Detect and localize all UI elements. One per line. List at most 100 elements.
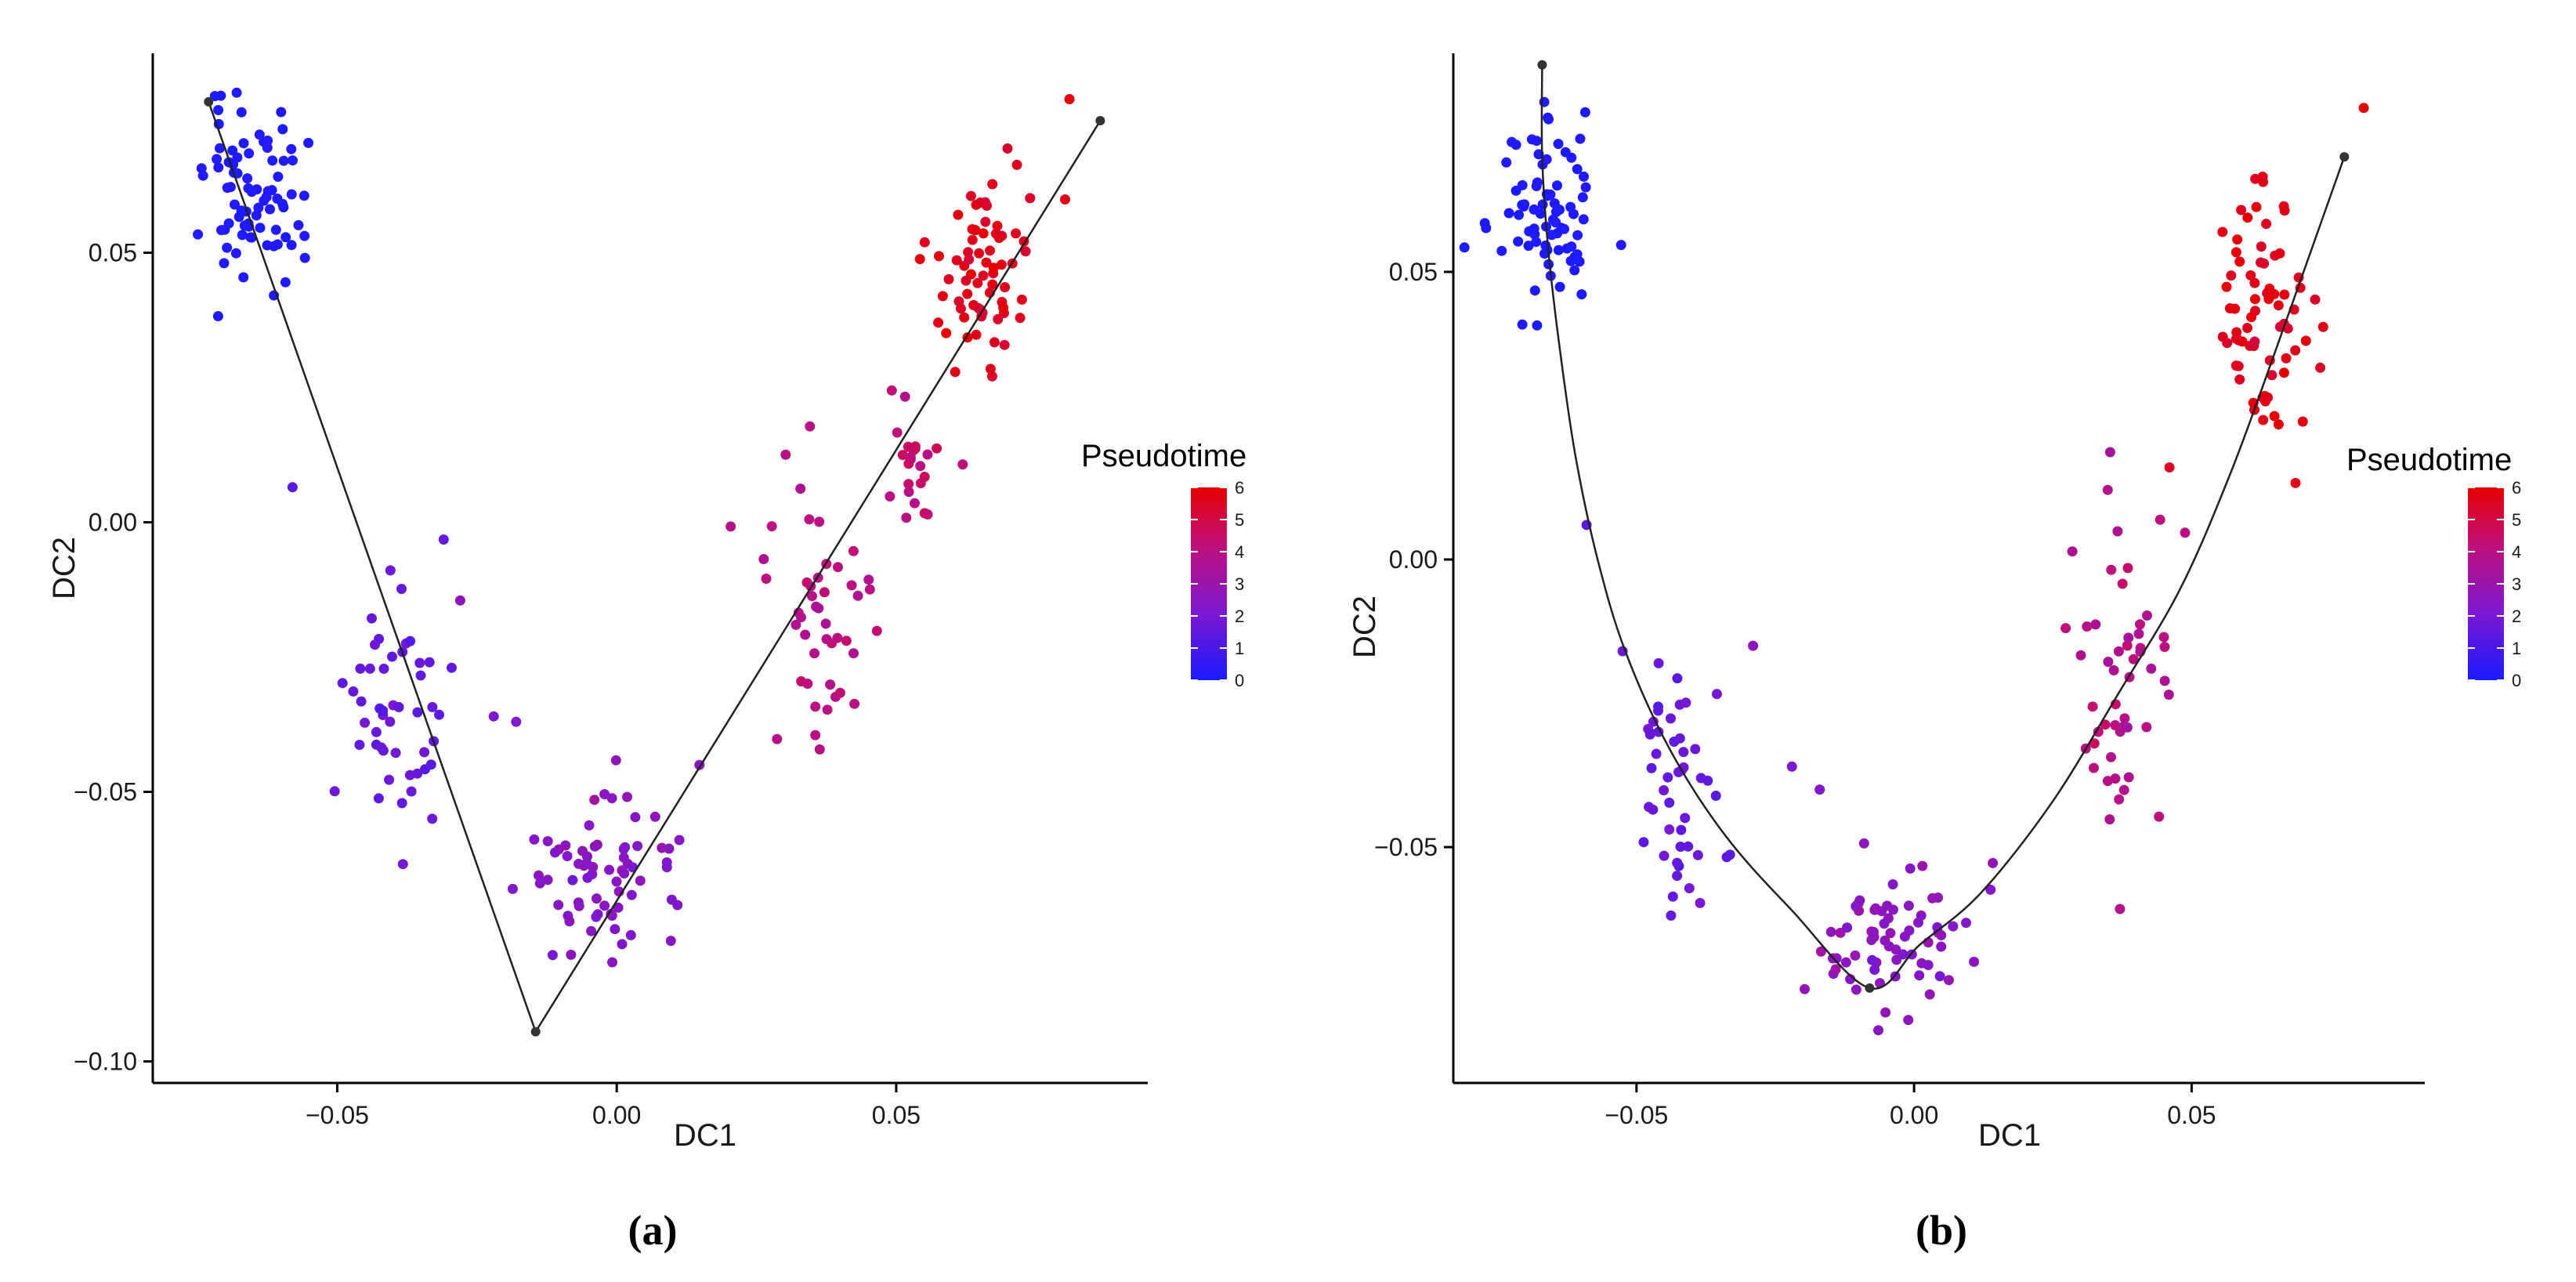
data-point — [238, 138, 249, 149]
data-point — [277, 124, 288, 135]
data-point — [420, 764, 430, 775]
data-point — [805, 421, 816, 432]
trajectory-curve — [1537, 60, 2350, 993]
trajectory-node — [2339, 152, 2350, 162]
data-point — [919, 472, 930, 482]
data-point — [1659, 850, 1670, 861]
data-point — [581, 857, 592, 868]
data-point — [910, 498, 920, 509]
data-point — [232, 152, 243, 163]
data-point — [405, 636, 416, 646]
data-point — [1544, 189, 1555, 200]
data-point — [222, 242, 233, 253]
data-point — [1002, 143, 1013, 154]
data-point — [599, 900, 610, 911]
legend-tick-label: 5 — [1235, 510, 1244, 530]
data-point — [2163, 690, 2174, 700]
data-point — [1840, 957, 1851, 968]
data-point — [772, 733, 783, 744]
data-point — [814, 516, 825, 527]
data-point — [2159, 675, 2170, 686]
data-point — [1914, 970, 1925, 981]
data-point — [1541, 154, 1552, 165]
data-point — [1572, 230, 1583, 241]
data-point — [286, 189, 297, 200]
data-point — [1553, 244, 1564, 255]
data-point — [236, 205, 247, 216]
data-point — [1543, 114, 1554, 125]
data-point — [989, 337, 1000, 348]
data-point — [1786, 761, 1797, 772]
data-point — [2217, 331, 2228, 342]
data-point — [1666, 713, 1676, 724]
trajectory-node — [530, 1027, 541, 1037]
x-tick-label: 0.00 — [592, 1101, 641, 1129]
data-point — [892, 427, 903, 438]
data-point — [613, 902, 624, 913]
y-tick-label: 0.00 — [89, 509, 137, 537]
data-point — [586, 925, 597, 936]
data-point — [2236, 205, 2247, 215]
data-point — [978, 228, 989, 239]
data-point — [657, 842, 668, 853]
legend-tick-label: 0 — [2512, 671, 2521, 690]
data-point — [269, 241, 280, 252]
data-point — [625, 929, 636, 940]
data-point — [2290, 345, 2301, 356]
data-point — [236, 107, 247, 118]
data-point — [1566, 241, 1577, 252]
data-point — [1539, 96, 1550, 107]
data-point — [447, 662, 457, 673]
data-point — [385, 565, 396, 576]
data-point — [286, 240, 297, 251]
data-point — [635, 875, 646, 886]
data-point — [903, 479, 914, 490]
data-point — [215, 143, 225, 154]
data-point — [1517, 200, 1528, 210]
data-point — [1681, 697, 1691, 708]
data-point — [2146, 663, 2157, 674]
data-point — [287, 482, 298, 493]
data-point — [1000, 282, 1011, 292]
data-point — [259, 195, 270, 206]
data-point — [1944, 975, 1954, 986]
data-point — [243, 183, 254, 194]
data-point — [1903, 900, 1914, 911]
data-point — [424, 657, 435, 668]
data-point — [1985, 884, 1996, 895]
data-point — [821, 634, 832, 645]
data-point — [2300, 335, 2311, 346]
data-point — [1880, 1007, 1891, 1018]
data-point — [1917, 860, 1928, 871]
data-point — [2251, 201, 2262, 212]
data-point — [592, 839, 602, 850]
trajectory-node — [1537, 60, 1547, 70]
data-point — [2106, 751, 2116, 762]
data-point — [1883, 913, 1894, 924]
data-point — [1646, 762, 1657, 773]
data-point — [1459, 242, 1470, 253]
data-point — [2249, 277, 2260, 288]
data-point — [299, 230, 310, 241]
data-point — [649, 811, 660, 822]
data-point — [599, 789, 610, 799]
data-point — [848, 648, 859, 659]
data-point — [547, 950, 558, 961]
data-point — [897, 450, 908, 461]
data-point — [1537, 199, 1548, 210]
data-point — [618, 853, 629, 863]
data-point — [965, 190, 976, 201]
x-tick-label: 0.00 — [1890, 1101, 1938, 1129]
data-point — [2122, 722, 2133, 733]
data-point — [511, 716, 522, 727]
data-point — [915, 461, 926, 472]
data-point — [987, 279, 998, 290]
data-point — [919, 237, 930, 248]
data-point — [795, 483, 806, 494]
x-tick-label: 0.05 — [2167, 1101, 2216, 1129]
data-point — [1653, 657, 1664, 668]
data-point — [2133, 628, 2144, 639]
data-point — [1936, 941, 1947, 952]
data-point — [2234, 335, 2245, 346]
data-point — [2261, 219, 2272, 230]
